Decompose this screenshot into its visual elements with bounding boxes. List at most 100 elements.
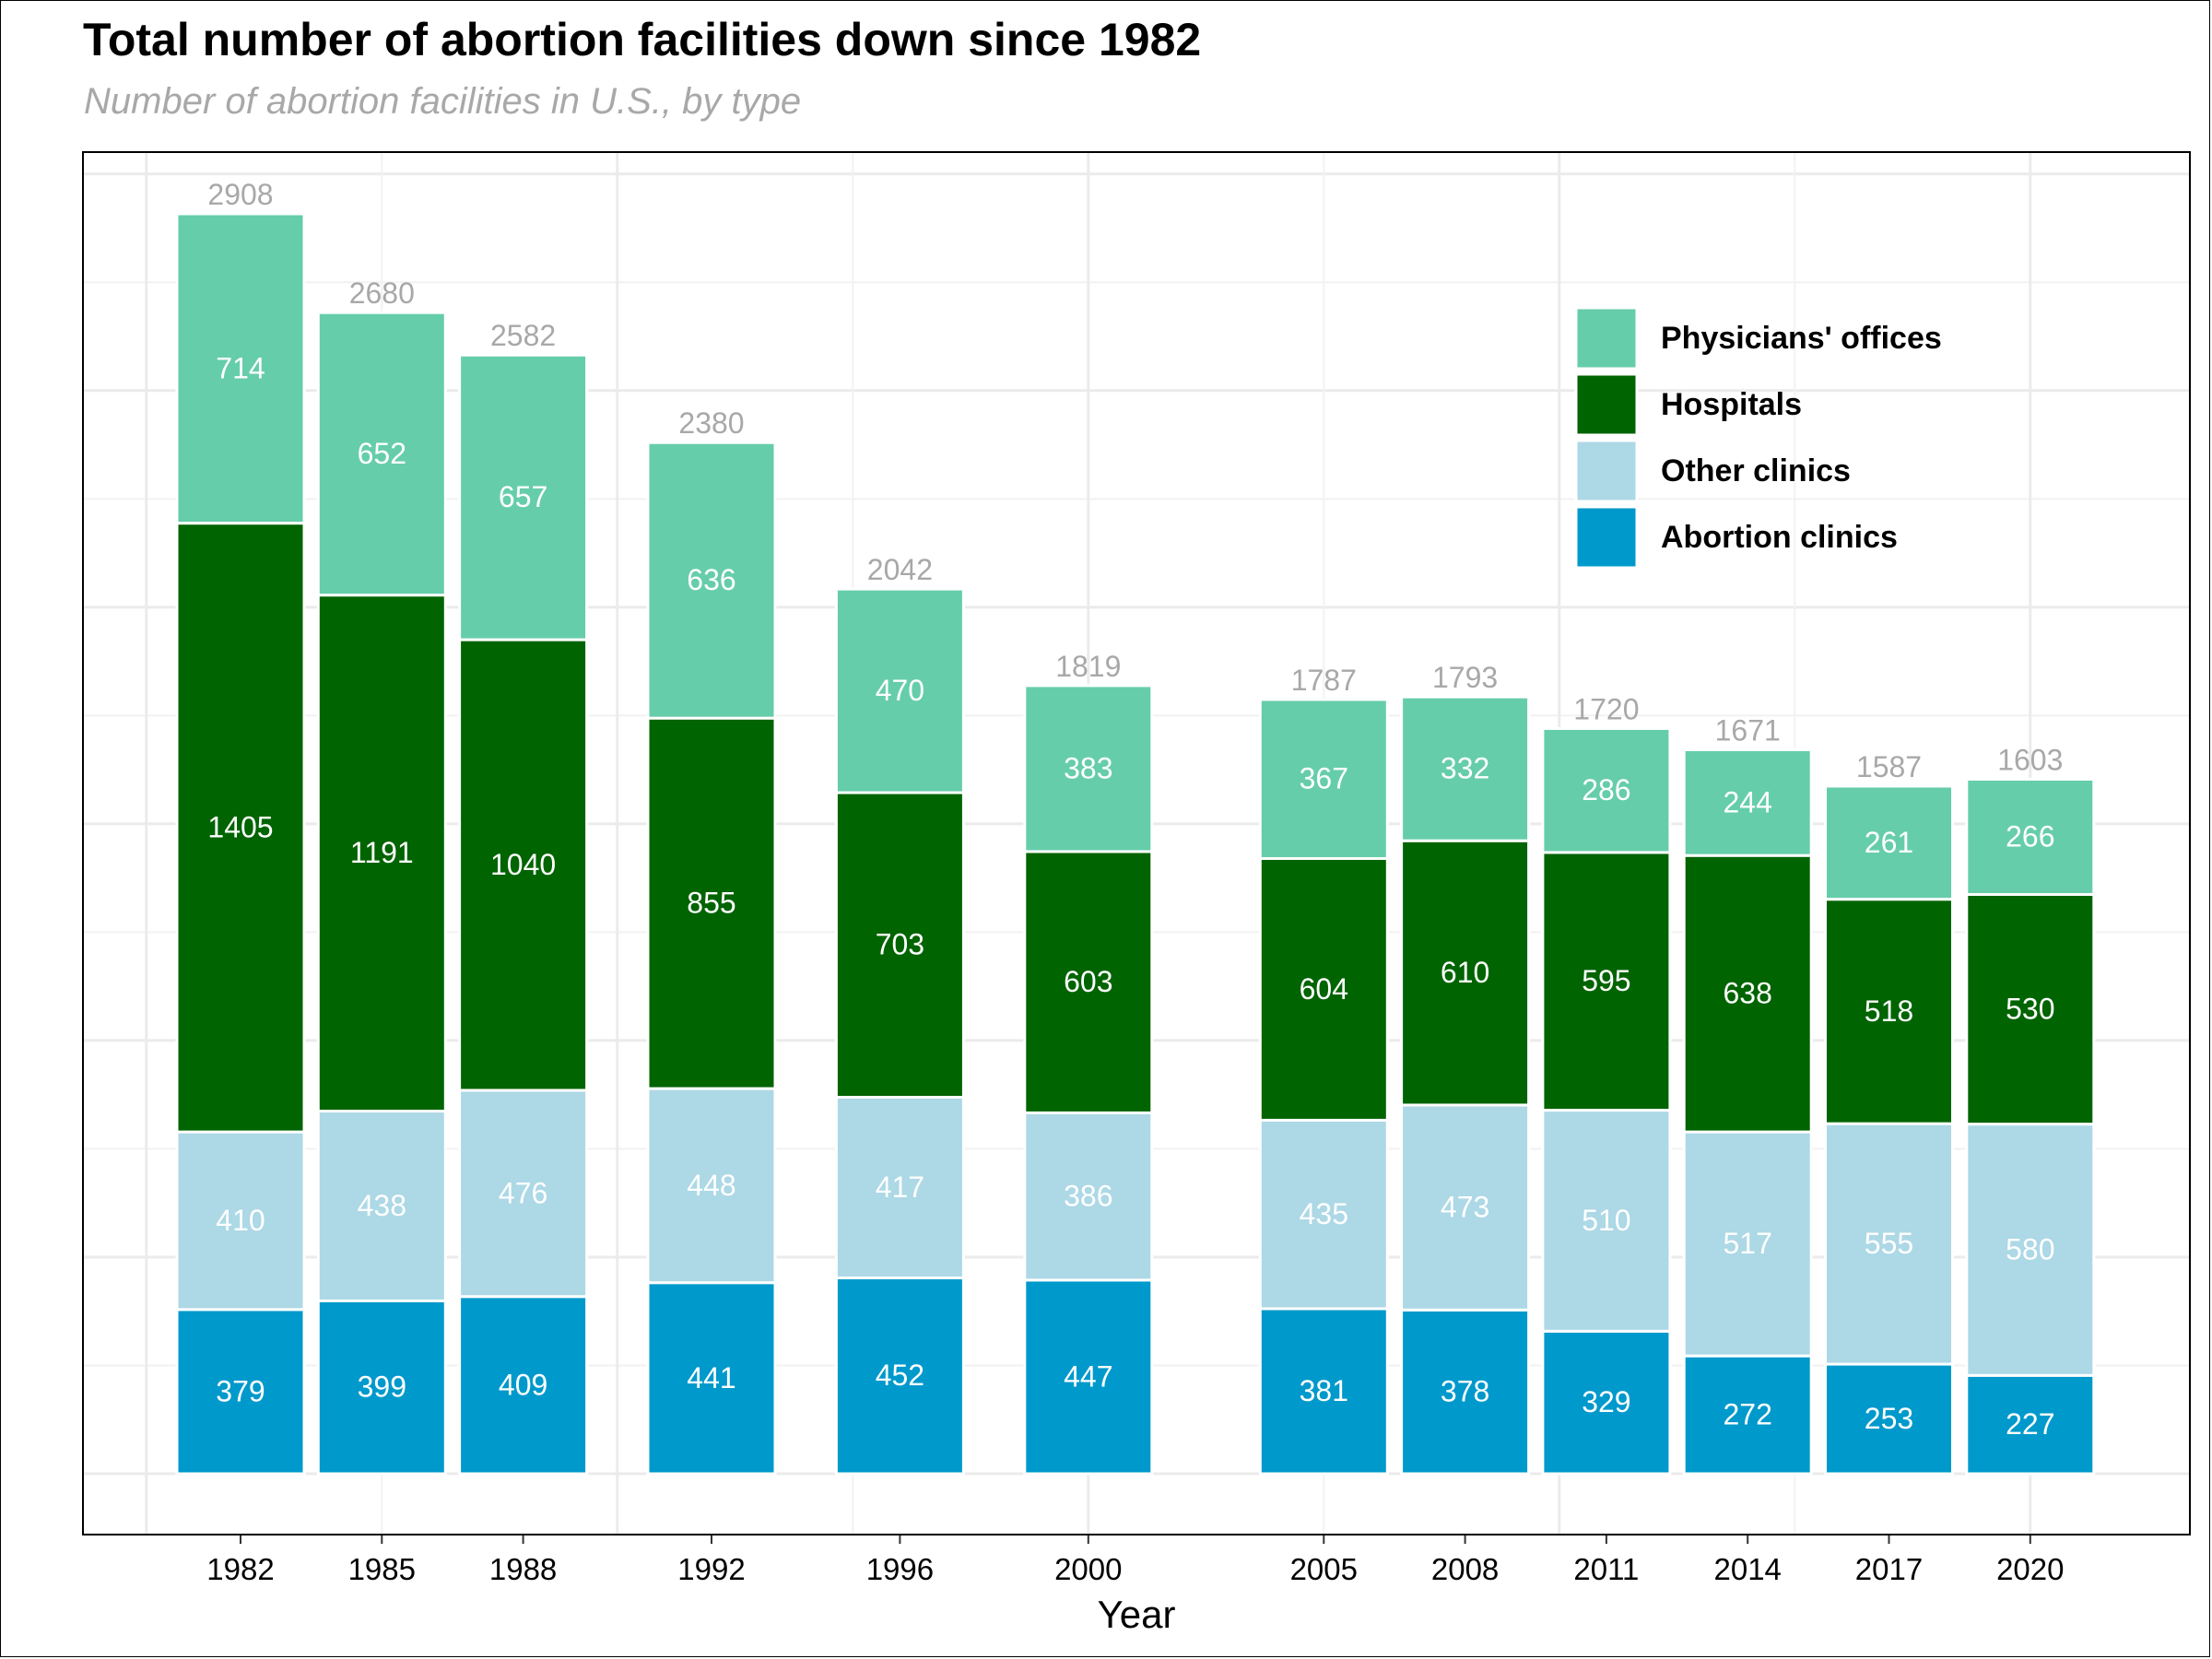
bar-segment: [458, 1088, 589, 1299]
total-label: 1603: [1997, 743, 2063, 776]
total-label: 1720: [1573, 692, 1639, 725]
data-label: 517: [1724, 1227, 1772, 1260]
data-label: 603: [1064, 965, 1112, 998]
data-label: 329: [1582, 1385, 1630, 1418]
bar-segment: [1258, 698, 1389, 860]
data-label: 636: [687, 563, 735, 596]
total-label: 1787: [1291, 664, 1357, 697]
data-label: 441: [687, 1361, 735, 1394]
data-label: 253: [1865, 1402, 1913, 1435]
bars: [175, 212, 2096, 1476]
bar-segment: [834, 587, 965, 794]
bar-segment: [1541, 1109, 1672, 1333]
bar-segment: [646, 441, 777, 720]
data-label: 399: [358, 1371, 406, 1404]
bar-segment: [175, 1308, 306, 1476]
data-label: 580: [2006, 1232, 2054, 1265]
bar-segment: [1824, 784, 1954, 901]
data-label: 286: [1582, 773, 1630, 806]
data-label: 473: [1441, 1191, 1489, 1224]
total-label: 1587: [1856, 750, 1922, 783]
bar-segment: [316, 311, 447, 597]
data-label: 476: [499, 1176, 547, 1209]
data-label: 438: [358, 1189, 406, 1222]
bar-segment: [834, 1095, 965, 1280]
legend-key: [1574, 505, 1639, 570]
bar-segment: [1824, 898, 1954, 1125]
total-labels: 2908 2680 2582 2380 2042 1819 1787 1793 1720 1671…: [207, 178, 2063, 783]
data-label: 855: [687, 887, 735, 920]
total-label: 2680: [349, 276, 415, 310]
total-label: 2042: [867, 553, 933, 586]
legend-key: [1574, 306, 1639, 371]
bar-segment: [1682, 747, 1813, 857]
x-tick-label: 2020: [1996, 1552, 2064, 1586]
legend: Physicians' offices Hospitals Other clinic…: [1574, 306, 1942, 570]
bar-segment: [175, 212, 306, 525]
bar-segment: [1965, 777, 2096, 896]
data-label: 383: [1064, 751, 1112, 784]
data-label: 266: [2006, 819, 2054, 853]
bar-segment: [316, 594, 447, 1113]
bar-segment: [458, 1295, 589, 1476]
data-label: 417: [876, 1171, 924, 1204]
data-label: 272: [1724, 1398, 1772, 1431]
bar-segment: [1258, 856, 1389, 1122]
bar-segment: [1258, 1118, 1389, 1311]
data-label: 452: [876, 1359, 924, 1392]
data-label: 367: [1300, 762, 1348, 795]
x-tick-label: 2011: [1573, 1552, 1639, 1586]
bar-segment: [1541, 726, 1672, 854]
segment-labels: 379 410 1405 714 399 438 1191 652 409 476 1040 657 4…: [207, 351, 2054, 1441]
data-label: 379: [216, 1374, 265, 1407]
bar-segment: [1400, 1103, 1531, 1312]
data-label: 1191: [350, 836, 414, 869]
bar-segment: [1682, 1130, 1813, 1358]
x-tick-label: 1988: [489, 1552, 557, 1586]
data-label: 595: [1582, 964, 1630, 997]
legend-label: Abortion clinics: [1661, 520, 1898, 555]
bar-segment: [1400, 695, 1531, 842]
chart-title: Total number of abortion facilities down…: [83, 14, 1202, 65]
bar-segment: [1541, 1329, 1672, 1476]
data-label: 386: [1064, 1180, 1112, 1213]
bar-segment: [1023, 850, 1154, 1114]
total-label: 2582: [490, 319, 556, 352]
data-label: 470: [876, 674, 924, 707]
bar-segment: [834, 791, 965, 1099]
bar-segment: [458, 353, 589, 641]
data-label: 610: [1441, 956, 1489, 989]
bar-segment: [316, 1110, 447, 1302]
bar-segment: [1541, 851, 1672, 1112]
legend-key: [1574, 439, 1639, 503]
bar-segment: [175, 522, 306, 1134]
total-label: 1793: [1432, 661, 1498, 694]
data-label: 409: [499, 1368, 547, 1401]
legend-key: [1574, 372, 1639, 437]
data-label: 410: [216, 1204, 265, 1237]
bar-segment: [1824, 1362, 1954, 1476]
bar-segment: [1682, 853, 1813, 1134]
data-label: 447: [1064, 1359, 1112, 1393]
bar-segment: [1965, 1123, 2096, 1377]
x-tick-label: 2000: [1054, 1552, 1122, 1586]
data-label: 378: [1441, 1375, 1489, 1408]
total-label: 1671: [1715, 713, 1781, 747]
data-label: 530: [2006, 993, 2054, 1026]
x-tick-label: 1985: [348, 1552, 416, 1586]
x-axis: 1982 1985 1988 1992 1996 2000 2005 2008 2011 2014…: [206, 1535, 2065, 1636]
bar-segment: [1824, 1122, 1954, 1366]
x-tick-label: 2005: [1290, 1552, 1358, 1586]
bar-segment: [834, 1277, 965, 1476]
chart-subtitle: Number of abortion facilities in U.S., b…: [84, 81, 802, 122]
bar-segment: [1023, 684, 1154, 853]
total-label: 1819: [1055, 650, 1121, 683]
bar-segment: [1965, 1373, 2096, 1476]
data-label: 652: [358, 437, 406, 470]
bar-segment: [1682, 1354, 1813, 1476]
bar-segment: [1258, 1307, 1389, 1476]
data-label: 435: [1300, 1197, 1348, 1230]
data-label: 1405: [207, 810, 273, 843]
